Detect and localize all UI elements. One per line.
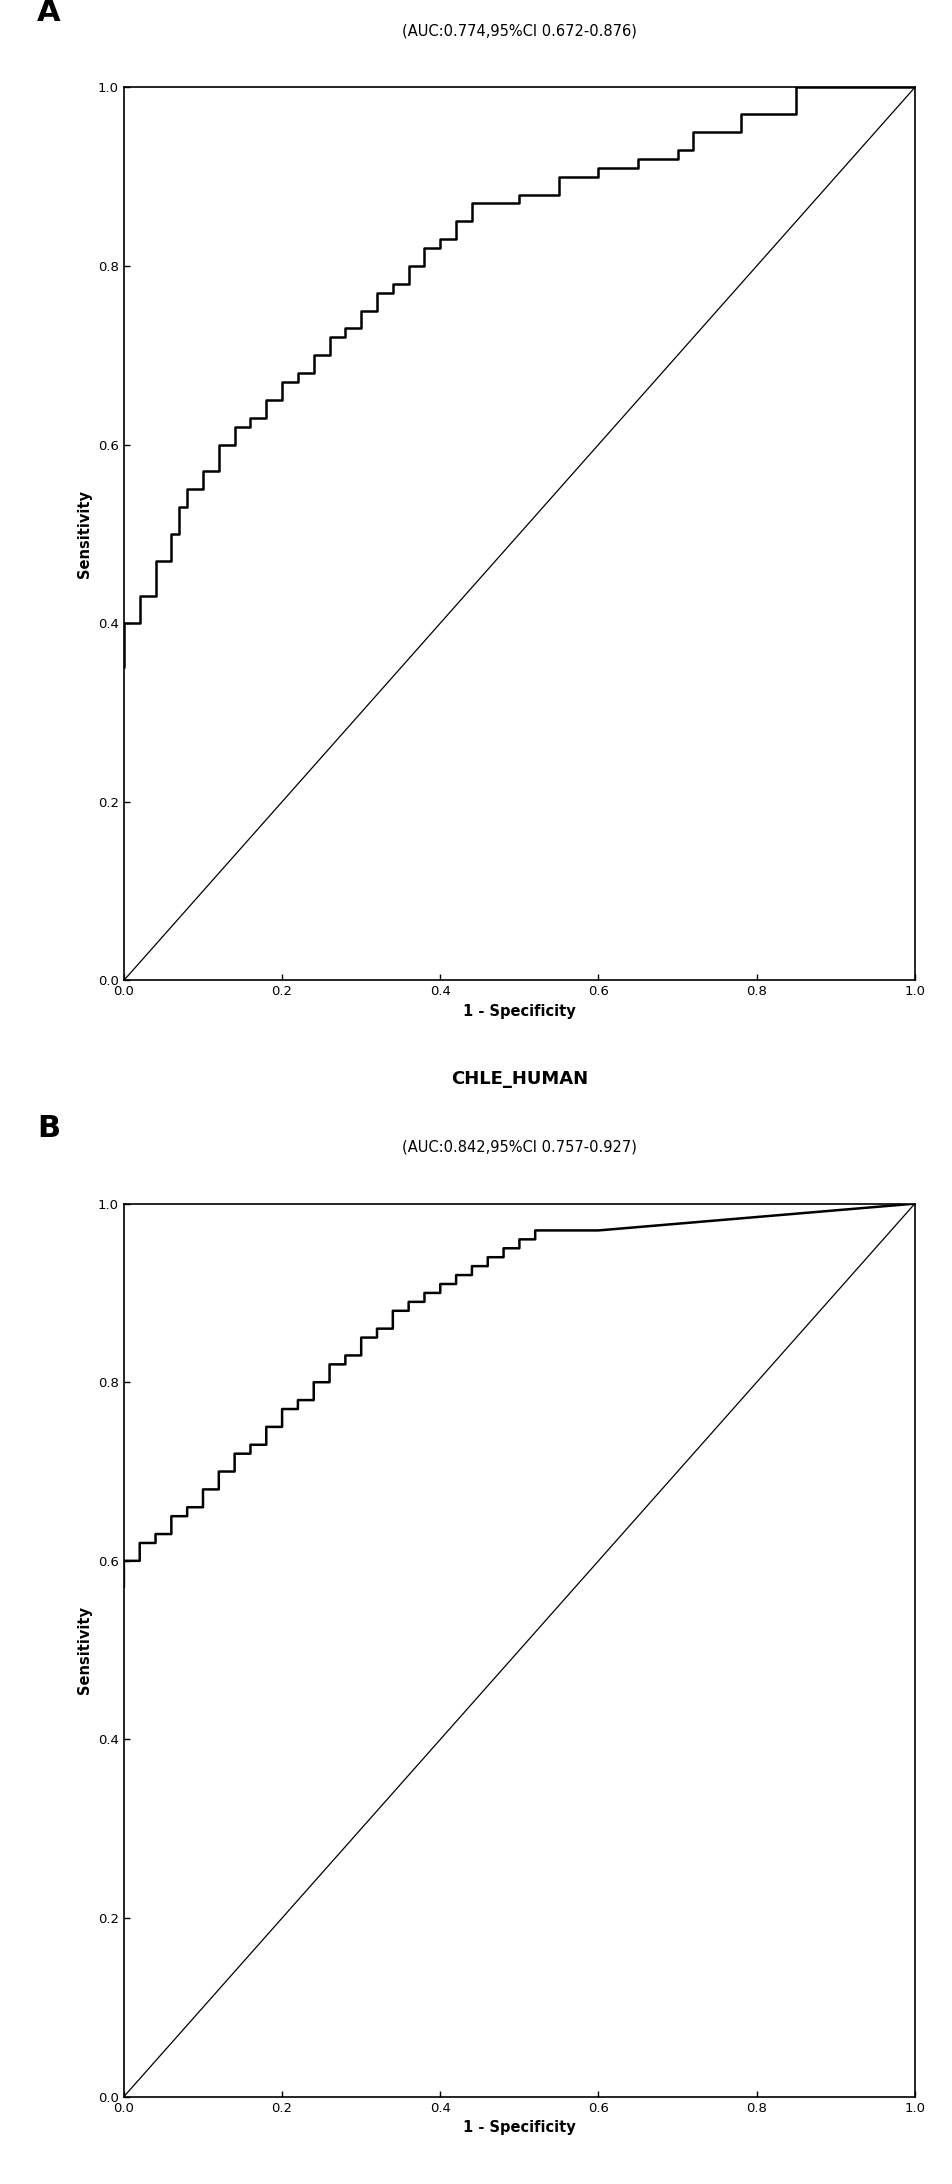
X-axis label: 1 - Specificity: 1 - Specificity [463,2121,575,2136]
Text: B: B [37,1114,60,1144]
Text: CHLE_HUMAN: CHLE_HUMAN [450,1070,587,1088]
Text: A: A [37,0,60,26]
Y-axis label: Sensitivity: Sensitivity [77,489,92,579]
X-axis label: 1 - Specificity: 1 - Specificity [463,1005,575,1018]
Y-axis label: Sensitivity: Sensitivity [77,1605,92,1695]
Text: (AUC:0.774,95%CI 0.672-0.876): (AUC:0.774,95%CI 0.672-0.876) [402,24,636,39]
Text: (AUC:0.842,95%CI 0.757-0.927): (AUC:0.842,95%CI 0.757-0.927) [402,1140,636,1155]
